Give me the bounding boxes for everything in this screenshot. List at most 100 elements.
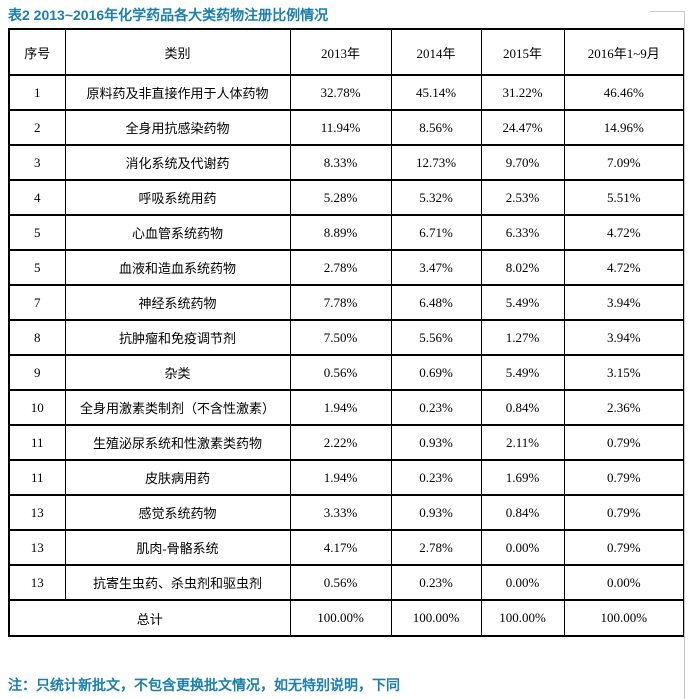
cell-category: 呼吸系统用药 [64, 179, 291, 216]
cell-value: 0.56% [289, 354, 392, 391]
cell-index: 3 [8, 144, 66, 181]
cell-index: 5 [8, 214, 66, 251]
cell-index: 11 [8, 459, 66, 496]
cell-category: 全身用激素类制剂（不含性激素） [64, 389, 291, 426]
cell-value: 7.09% [563, 144, 685, 181]
cell-index: 8 [8, 319, 66, 356]
cell-category: 生殖泌尿系统和性激素类药物 [64, 424, 291, 461]
cell-value: 45.14% [390, 74, 482, 111]
cell-value: 32.78% [289, 74, 392, 111]
cell-category: 血液和造血系统药物 [64, 249, 291, 286]
cell-value: 8.56% [390, 109, 482, 146]
page-edge-horizontal-line [650, 11, 685, 12]
cell-value: 0.69% [390, 354, 482, 391]
table-body: 1 原料药及非直接作用于人体药物 32.78% 45.14% 31.22% 46.46% 2… [8, 74, 685, 637]
table-title: 表2 2013~2016年化学药品各大类药物注册比例情况 [8, 7, 329, 23]
table-row: 3 消化系统及代谢药 8.33% 12.73% 9.70% 7.09% [8, 144, 685, 181]
cell-category: 心血管系统药物 [64, 214, 291, 251]
cell-index: 4 [8, 179, 66, 216]
cell-value: 0.00% [480, 529, 565, 566]
cell-value: 3.94% [563, 319, 685, 356]
table-row: 4 呼吸系统用药 5.28% 5.32% 2.53% 5.51% [8, 179, 685, 216]
cell-value: 8.02% [480, 249, 565, 286]
cell-index: 13 [8, 529, 66, 566]
table-row: 13 抗寄生虫药、杀虫剂和驱虫剂 0.56% 0.23% 0.00% 0.00% [8, 564, 685, 601]
cell-value: 0.79% [563, 424, 685, 461]
header-cell-2016: 2016年1~9月 [563, 28, 685, 76]
cell-value: 6.48% [390, 284, 482, 321]
table-row: 9 杂类 0.56% 0.69% 5.49% 3.15% [8, 354, 685, 391]
cell-index: 5 [8, 249, 66, 286]
table-row: 5 血液和造血系统药物 2.78% 3.47% 8.02% 4.72% [8, 249, 685, 286]
header-cell-category: 类别 [64, 28, 291, 76]
cell-value: 46.46% [563, 74, 685, 111]
cell-value: 0.23% [390, 564, 482, 601]
cell-index: 13 [8, 494, 66, 531]
cell-index: 1 [8, 74, 66, 111]
cell-category: 原料药及非直接作用于人体药物 [64, 74, 291, 111]
cell-value: 2.53% [480, 179, 565, 216]
cell-value: 5.51% [563, 179, 685, 216]
cell-value: 2.78% [289, 249, 392, 286]
cell-value: 7.50% [289, 319, 392, 356]
cell-total-value: 100.00% [390, 599, 482, 637]
cell-value: 4.17% [289, 529, 392, 566]
cell-total-value: 100.00% [480, 599, 565, 637]
cell-index: 2 [8, 109, 66, 146]
cell-value: 0.79% [563, 494, 685, 531]
cell-value: 7.78% [289, 284, 392, 321]
cell-value: 3.94% [563, 284, 685, 321]
table-row: 10 全身用激素类制剂（不含性激素） 1.94% 0.23% 0.84% 2.36% [8, 389, 685, 426]
table-row: 13 肌肉-骨骼系统 4.17% 2.78% 0.00% 0.79% [8, 529, 685, 566]
cell-total-value: 100.00% [563, 599, 685, 637]
cell-value: 5.28% [289, 179, 392, 216]
cell-value: 1.69% [480, 459, 565, 496]
cell-value: 0.93% [390, 424, 482, 461]
cell-total-value: 100.00% [289, 599, 392, 637]
cell-value: 1.94% [289, 459, 392, 496]
header-cell-2013: 2013年 [289, 28, 392, 76]
table-row: 8 抗肿瘤和免疫调节剂 7.50% 5.56% 1.27% 3.94% [8, 319, 685, 356]
cell-value: 1.94% [289, 389, 392, 426]
table-row: 1 原料药及非直接作用于人体药物 32.78% 45.14% 31.22% 46.46% [8, 74, 685, 111]
cell-value: 3.33% [289, 494, 392, 531]
cell-value: 14.96% [563, 109, 685, 146]
cell-index: 13 [8, 564, 66, 601]
cell-category: 抗寄生虫药、杀虫剂和驱虫剂 [64, 564, 291, 601]
cell-index: 11 [8, 424, 66, 461]
page-edge-vertical-line [684, 11, 685, 699]
header-cell-2014: 2014年 [390, 28, 482, 76]
cell-category: 消化系统及代谢药 [64, 144, 291, 181]
cell-value: 0.79% [563, 459, 685, 496]
table-row: 5 心血管系统药物 8.89% 6.71% 6.33% 4.72% [8, 214, 685, 251]
cell-value: 0.84% [480, 494, 565, 531]
footnote: 注：只统计新批文，不包含更换批文情况，如无特别说明，下同 [8, 677, 400, 693]
cell-value: 2.11% [480, 424, 565, 461]
cell-value: 0.00% [480, 564, 565, 601]
cell-value: 0.93% [390, 494, 482, 531]
header-row: 序号 类别 2013年 2014年 2015年 2016年1~9月 [8, 28, 685, 76]
cell-category: 神经系统药物 [64, 284, 291, 321]
cell-value: 0.23% [390, 459, 482, 496]
cell-category: 杂类 [64, 354, 291, 391]
cell-index: 7 [8, 284, 66, 321]
cell-value: 4.72% [563, 249, 685, 286]
cell-value: 31.22% [480, 74, 565, 111]
cell-value: 0.79% [563, 529, 685, 566]
cell-value: 12.73% [390, 144, 482, 181]
cell-value: 2.36% [563, 389, 685, 426]
cell-value: 5.56% [390, 319, 482, 356]
cell-value: 0.23% [390, 389, 482, 426]
header-cell-index: 序号 [8, 28, 66, 76]
cell-value: 5.49% [480, 354, 565, 391]
cell-value: 2.22% [289, 424, 392, 461]
cell-value: 9.70% [480, 144, 565, 181]
registration-ratio-table: 序号 类别 2013年 2014年 2015年 2016年1~9月 1 原料药及非… [8, 28, 685, 637]
cell-value: 6.33% [480, 214, 565, 251]
cell-value: 0.00% [563, 564, 685, 601]
cell-value: 24.47% [480, 109, 565, 146]
cell-value: 3.47% [390, 249, 482, 286]
total-row: 总计 100.00% 100.00% 100.00% 100.00% [8, 599, 685, 637]
cell-value: 8.33% [289, 144, 392, 181]
table-row: 7 神经系统药物 7.78% 6.48% 5.49% 3.94% [8, 284, 685, 321]
